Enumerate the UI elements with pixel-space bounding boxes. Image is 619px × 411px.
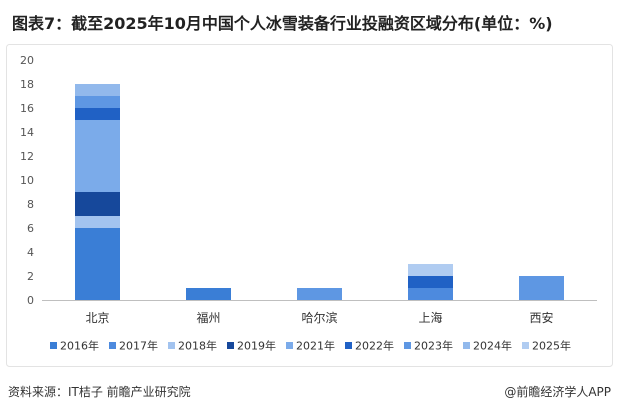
legend-label: 2023年 — [414, 339, 453, 353]
bar-segment-1-0 — [186, 288, 231, 300]
y-tick-label: 18 — [20, 78, 34, 91]
legend-swatch — [227, 342, 234, 349]
y-tick-label: 10 — [20, 174, 34, 187]
x-tick-label: 西安 — [529, 310, 553, 325]
bar-segment-2-6 — [297, 288, 342, 300]
y-tick-label: 8 — [27, 198, 34, 211]
x-tick-label: 福州 — [196, 310, 220, 325]
legend-label: 2016年 — [60, 339, 99, 353]
legend-label: 2017年 — [119, 339, 158, 353]
legend-swatch — [168, 342, 175, 349]
bar-segment-4-6 — [519, 276, 564, 300]
chart-frame — [6, 44, 613, 367]
legend-label: 2022年 — [355, 339, 394, 353]
legend-label: 2021年 — [296, 339, 335, 353]
legend-swatch — [286, 342, 293, 349]
y-tick-label: 12 — [20, 150, 34, 163]
x-tick-label: 上海 — [418, 310, 442, 325]
x-tick-label: 北京 — [85, 311, 109, 325]
bar-segment-0-5 — [75, 108, 120, 120]
legend-swatch — [522, 342, 529, 349]
brand-credit: @前瞻经济学人APP — [504, 385, 611, 399]
legend-swatch — [109, 342, 116, 349]
bar-segment-0-3 — [75, 192, 120, 216]
bar-segment-0-2 — [75, 216, 120, 228]
x-tick-label: 哈尔滨 — [301, 310, 337, 325]
legend-label: 2019年 — [237, 339, 276, 353]
bar-segment-0-7 — [75, 84, 120, 96]
y-tick-label: 6 — [27, 222, 34, 235]
legend-label: 2025年 — [532, 339, 571, 353]
bar-segment-3-8 — [408, 264, 453, 276]
chart-title: 图表7：截至2025年10月中国个人冰雪装备行业投融资区域分布(单位：%) — [12, 14, 553, 33]
bar-segment-0-0 — [75, 228, 120, 300]
source-note: 资料来源：IT桔子 前瞻产业研究院 — [8, 385, 191, 399]
y-tick-label: 14 — [20, 126, 34, 139]
bar-segment-3-1 — [408, 288, 453, 300]
bar-segment-3-5 — [408, 276, 453, 288]
bar-segment-0-6 — [75, 96, 120, 108]
y-tick-label: 2 — [27, 270, 34, 283]
legend-label: 2018年 — [178, 339, 217, 353]
legend-swatch — [345, 342, 352, 349]
legend-label: 2024年 — [473, 339, 512, 353]
y-tick-label: 4 — [27, 246, 34, 259]
y-tick-label: 0 — [27, 294, 34, 307]
bar-segment-0-4 — [75, 120, 120, 192]
legend-swatch — [404, 342, 411, 349]
y-tick-label: 20 — [20, 54, 34, 67]
legend-swatch — [463, 342, 470, 349]
legend-swatch — [50, 342, 57, 349]
y-tick-label: 16 — [20, 102, 34, 115]
